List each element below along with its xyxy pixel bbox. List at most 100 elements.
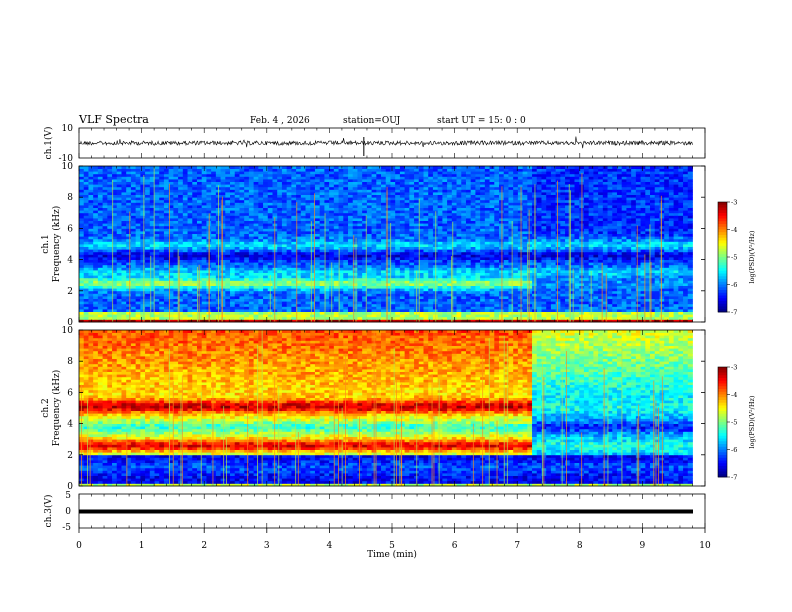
spec-cell [447,280,453,284]
spec-cell [484,306,490,310]
spec-cell [456,296,462,299]
spec-cell [668,244,674,247]
spec-cell [371,267,377,271]
spec-cell [598,249,604,253]
spec-cell [381,267,387,271]
spec-cell [163,283,170,286]
spec-cell [602,251,608,255]
spec-cell [239,236,245,240]
spec-cell [79,267,85,271]
spec-cell [263,238,269,242]
spec-cell [470,311,476,315]
spec-cell [196,231,203,234]
spec-cell [650,293,656,297]
spec-cell [291,270,297,273]
spec-cell [173,259,179,263]
spec-cell [182,314,188,318]
spec-cell [310,249,316,253]
spec-cell [475,231,481,234]
spec-cell [527,254,533,258]
spec-cell [470,223,476,227]
spec-cell [659,296,665,299]
spec-cell [489,233,495,237]
spec-cell [244,272,250,276]
spec-cell [541,225,547,229]
spec-cell [569,275,575,279]
spec-cell [569,277,575,281]
spec-cell [347,283,354,286]
spec-cell [140,280,146,284]
spec-cell [126,311,132,315]
spec-cell [277,238,283,242]
spec-cell [442,249,448,253]
spec-cell [178,236,184,240]
spec-cell [602,231,608,234]
spec-cell [640,228,646,232]
spec-cell [196,246,203,250]
spec-cell [281,288,288,292]
spec-cell [631,270,637,273]
spec-cell [508,270,514,273]
spec-cell [300,275,306,279]
spec-cell [343,293,349,297]
spec-cell [187,254,193,258]
spec-cell [536,283,542,286]
spec-cell [664,249,670,253]
spec-cell [97,316,103,320]
spec-cell [371,298,377,302]
spec-cell [508,246,514,250]
spec-cell [513,228,519,232]
spec-cell [338,244,344,247]
spec-cell [112,223,118,227]
spec-cell [192,309,198,312]
spec-cell [456,238,462,242]
spec-cell [635,288,641,292]
spec-cell [88,262,94,266]
spec-cell [107,301,113,305]
spec-cell [598,267,604,271]
spec-cell [687,254,693,258]
spec-cell [588,244,594,247]
spec-cell [97,275,103,279]
spec-cell [357,303,363,307]
spec-cell [428,270,434,273]
spec-cell [640,246,646,250]
spec-cell [381,244,387,247]
spec-cell [517,293,523,297]
spec-cell [173,298,179,302]
spec-cell [314,246,321,250]
spec-cell [277,259,283,263]
spec-cell [480,241,486,245]
spec-cell [154,246,160,250]
spec-cell [635,314,641,318]
spec-cell [140,272,146,276]
spec-cell [187,288,193,292]
spec-cell [456,236,462,240]
spec-cell [465,251,472,255]
spec-cell [550,267,557,271]
spec-cell [428,272,434,276]
spec-cell [456,262,462,266]
spec-cell [140,246,146,250]
spec-cell [234,233,240,237]
spec-cell [116,254,122,258]
spec-cell [263,223,269,227]
spec-cell [583,225,590,229]
spec-cell [607,293,613,297]
spec-cell [168,254,174,258]
spec-cell [281,220,288,224]
spec-cell [456,319,462,323]
spec-cell [602,249,608,253]
spec-cell [163,262,170,266]
spec-cell [442,270,448,273]
spec-cell [230,285,236,289]
spec-cell [381,283,387,286]
spec-cell [173,314,179,318]
spec-cell [112,285,118,289]
spec-cell [399,293,406,297]
spec-cell [93,277,99,281]
spec-cell [678,314,684,318]
spec-cell [140,249,146,253]
spec-cell [414,231,420,234]
spec-cell [565,270,571,273]
